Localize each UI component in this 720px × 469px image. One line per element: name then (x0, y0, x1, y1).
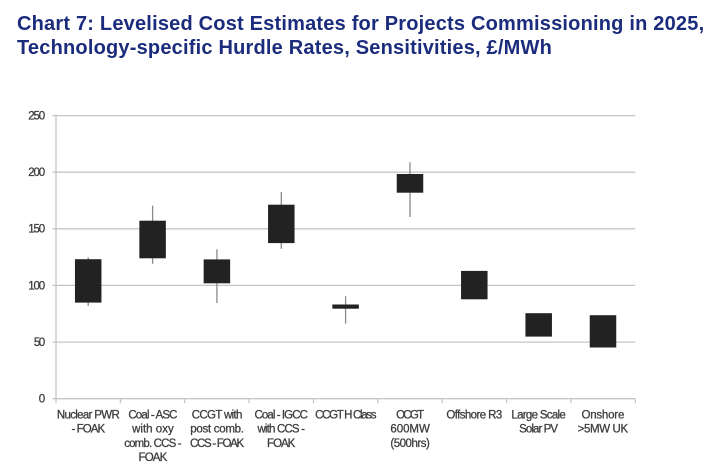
svg-text:600MW: 600MW (390, 424, 430, 436)
svg-text:comb. CCS -: comb. CCS - (124, 438, 182, 450)
svg-text:>5MW UK: >5MW UK (578, 424, 629, 436)
svg-text:150: 150 (28, 224, 45, 236)
svg-text:Coal - IGCC: Coal - IGCC (255, 409, 308, 421)
svg-text:Coal - ASC: Coal - ASC (128, 409, 177, 421)
svg-text:- FOAK: - FOAK (71, 424, 105, 436)
svg-text:CCGT H Class: CCGT H Class (315, 409, 377, 421)
svg-text:Offshore R3: Offshore R3 (446, 409, 502, 421)
svg-text:Solar PV: Solar PV (519, 424, 558, 436)
svg-text:FOAK: FOAK (267, 438, 296, 450)
svg-text:with CCS -: with CCS - (256, 424, 305, 436)
svg-text:FOAK: FOAK (139, 452, 168, 464)
svg-text:post comb.: post comb. (190, 424, 244, 436)
svg-text:CCS - FOAK: CCS - FOAK (190, 438, 244, 450)
svg-text:(500hrs): (500hrs) (390, 438, 430, 450)
svg-text:Nuclear PWR: Nuclear PWR (57, 409, 120, 421)
svg-text:50: 50 (34, 337, 45, 349)
svg-text:0: 0 (39, 394, 45, 406)
svg-text:200: 200 (28, 167, 45, 179)
svg-text:CCGT with: CCGT with (192, 409, 243, 421)
svg-text:Large Scale: Large Scale (511, 409, 565, 421)
svg-text:with oxy: with oxy (131, 424, 174, 436)
svg-text:OCGT: OCGT (396, 409, 424, 421)
svg-text:250: 250 (28, 111, 45, 123)
svg-text:Onshore: Onshore (581, 409, 624, 421)
svg-text:100: 100 (28, 280, 45, 292)
